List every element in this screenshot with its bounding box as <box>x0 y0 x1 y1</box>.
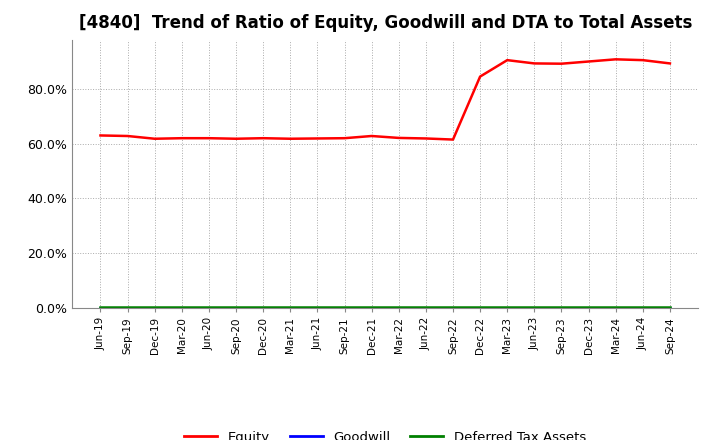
Equity <box>259 136 268 141</box>
Equity <box>313 136 322 141</box>
Goodwill <box>313 305 322 311</box>
Deferred Tax Assets <box>96 304 105 309</box>
Legend: Equity, Goodwill, Deferred Tax Assets: Equity, Goodwill, Deferred Tax Assets <box>179 425 591 440</box>
Goodwill <box>449 305 457 311</box>
Equity <box>530 61 539 66</box>
Equity <box>96 133 105 138</box>
Deferred Tax Assets <box>341 304 349 309</box>
Deferred Tax Assets <box>313 304 322 309</box>
Deferred Tax Assets <box>232 304 240 309</box>
Equity <box>367 133 376 139</box>
Goodwill <box>341 305 349 311</box>
Goodwill <box>286 305 294 311</box>
Deferred Tax Assets <box>665 304 674 309</box>
Equity <box>204 136 213 141</box>
Deferred Tax Assets <box>286 304 294 309</box>
Deferred Tax Assets <box>503 304 511 309</box>
Goodwill <box>476 305 485 311</box>
Equity <box>449 137 457 142</box>
Goodwill <box>395 305 403 311</box>
Goodwill <box>584 305 593 311</box>
Deferred Tax Assets <box>123 304 132 309</box>
Goodwill <box>530 305 539 311</box>
Goodwill <box>259 305 268 311</box>
Deferred Tax Assets <box>204 304 213 309</box>
Equity <box>123 133 132 139</box>
Deferred Tax Assets <box>259 304 268 309</box>
Equity <box>421 136 430 141</box>
Equity <box>150 136 159 141</box>
Goodwill <box>150 305 159 311</box>
Deferred Tax Assets <box>395 304 403 309</box>
Goodwill <box>665 305 674 311</box>
Goodwill <box>557 305 566 311</box>
Title: [4840]  Trend of Ratio of Equity, Goodwill and DTA to Total Assets: [4840] Trend of Ratio of Equity, Goodwil… <box>78 15 692 33</box>
Deferred Tax Assets <box>611 304 620 309</box>
Goodwill <box>367 305 376 311</box>
Goodwill <box>232 305 240 311</box>
Goodwill <box>204 305 213 311</box>
Equity <box>286 136 294 141</box>
Deferred Tax Assets <box>367 304 376 309</box>
Goodwill <box>123 305 132 311</box>
Equity <box>395 135 403 140</box>
Deferred Tax Assets <box>584 304 593 309</box>
Equity <box>476 74 485 79</box>
Equity <box>665 61 674 66</box>
Goodwill <box>421 305 430 311</box>
Deferred Tax Assets <box>421 304 430 309</box>
Deferred Tax Assets <box>476 304 485 309</box>
Deferred Tax Assets <box>150 304 159 309</box>
Goodwill <box>503 305 511 311</box>
Deferred Tax Assets <box>449 304 457 309</box>
Goodwill <box>178 305 186 311</box>
Deferred Tax Assets <box>178 304 186 309</box>
Goodwill <box>611 305 620 311</box>
Goodwill <box>96 305 105 311</box>
Equity <box>611 57 620 62</box>
Equity <box>584 59 593 64</box>
Equity <box>503 58 511 63</box>
Deferred Tax Assets <box>639 304 647 309</box>
Deferred Tax Assets <box>557 304 566 309</box>
Equity <box>232 136 240 141</box>
Equity <box>557 61 566 66</box>
Equity <box>341 136 349 141</box>
Equity <box>639 58 647 63</box>
Deferred Tax Assets <box>530 304 539 309</box>
Goodwill <box>639 305 647 311</box>
Line: Equity: Equity <box>101 59 670 139</box>
Equity <box>178 136 186 141</box>
